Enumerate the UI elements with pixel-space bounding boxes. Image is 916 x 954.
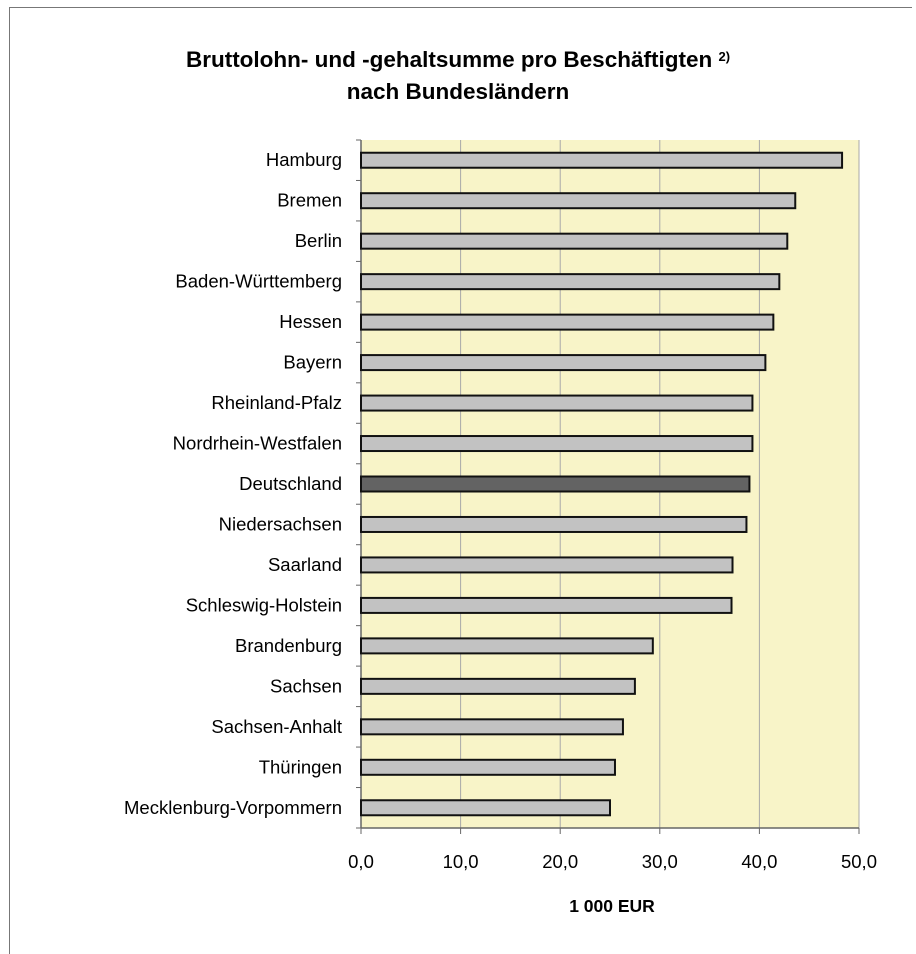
title-footnote-marker: 2): [718, 49, 731, 64]
category-label: Thüringen: [259, 756, 342, 777]
category-label: Deutschland: [239, 473, 342, 494]
category-label: Berlin: [295, 230, 342, 251]
bar: [360, 273, 781, 291]
title-line-1: Bruttolohn- und -gehaltsumme pro Beschäf…: [185, 47, 713, 72]
bar: [360, 718, 624, 736]
category-label: Bremen: [277, 190, 342, 211]
category-label: Baden-Württemberg: [175, 271, 342, 292]
x-tick-label: 30,0: [642, 851, 678, 872]
category-label: Niedersachsen: [219, 513, 342, 534]
bar: [360, 596, 733, 614]
bar: [360, 435, 754, 453]
x-tick-label: 10,0: [443, 851, 479, 872]
category-label: Sachsen-Anhalt: [211, 716, 342, 737]
category-label: Hamburg: [266, 149, 342, 170]
bar: [360, 677, 636, 695]
x-tick-label: 50,0: [841, 851, 877, 872]
bar: [360, 232, 789, 250]
category-label: Sachsen: [270, 675, 342, 696]
category-label: Nordrhein-Westfalen: [173, 433, 342, 454]
bar: [360, 637, 654, 655]
x-tick-label: 0,0: [348, 851, 374, 872]
bar: [360, 394, 754, 412]
bar: [360, 151, 844, 169]
category-label: Bayern: [283, 352, 342, 373]
category-label: Mecklenburg-Vorpommern: [124, 797, 342, 818]
category-label: Saarland: [268, 554, 342, 575]
bar: [360, 354, 767, 372]
bar: [360, 475, 751, 493]
chart-frame: [9, 7, 912, 954]
x-tick-label: 20,0: [542, 851, 578, 872]
bar: [360, 313, 775, 331]
category-label: Brandenburg: [235, 635, 342, 656]
bar: [360, 192, 797, 210]
x-axis-label: 1 000 EUR: [569, 896, 655, 916]
bar: [360, 758, 616, 776]
bar: [360, 515, 748, 533]
category-label: Schleswig-Holstein: [186, 594, 342, 615]
category-label: Rheinland-Pfalz: [211, 392, 342, 413]
category-label: Hessen: [279, 311, 342, 332]
bar: [360, 799, 611, 817]
title-line-2: nach Bundesländern: [346, 79, 570, 104]
bar: [360, 556, 734, 574]
chart-title: Bruttolohn- und -gehaltsumme pro Beschäf…: [0, 44, 916, 108]
x-tick-label: 40,0: [741, 851, 777, 872]
